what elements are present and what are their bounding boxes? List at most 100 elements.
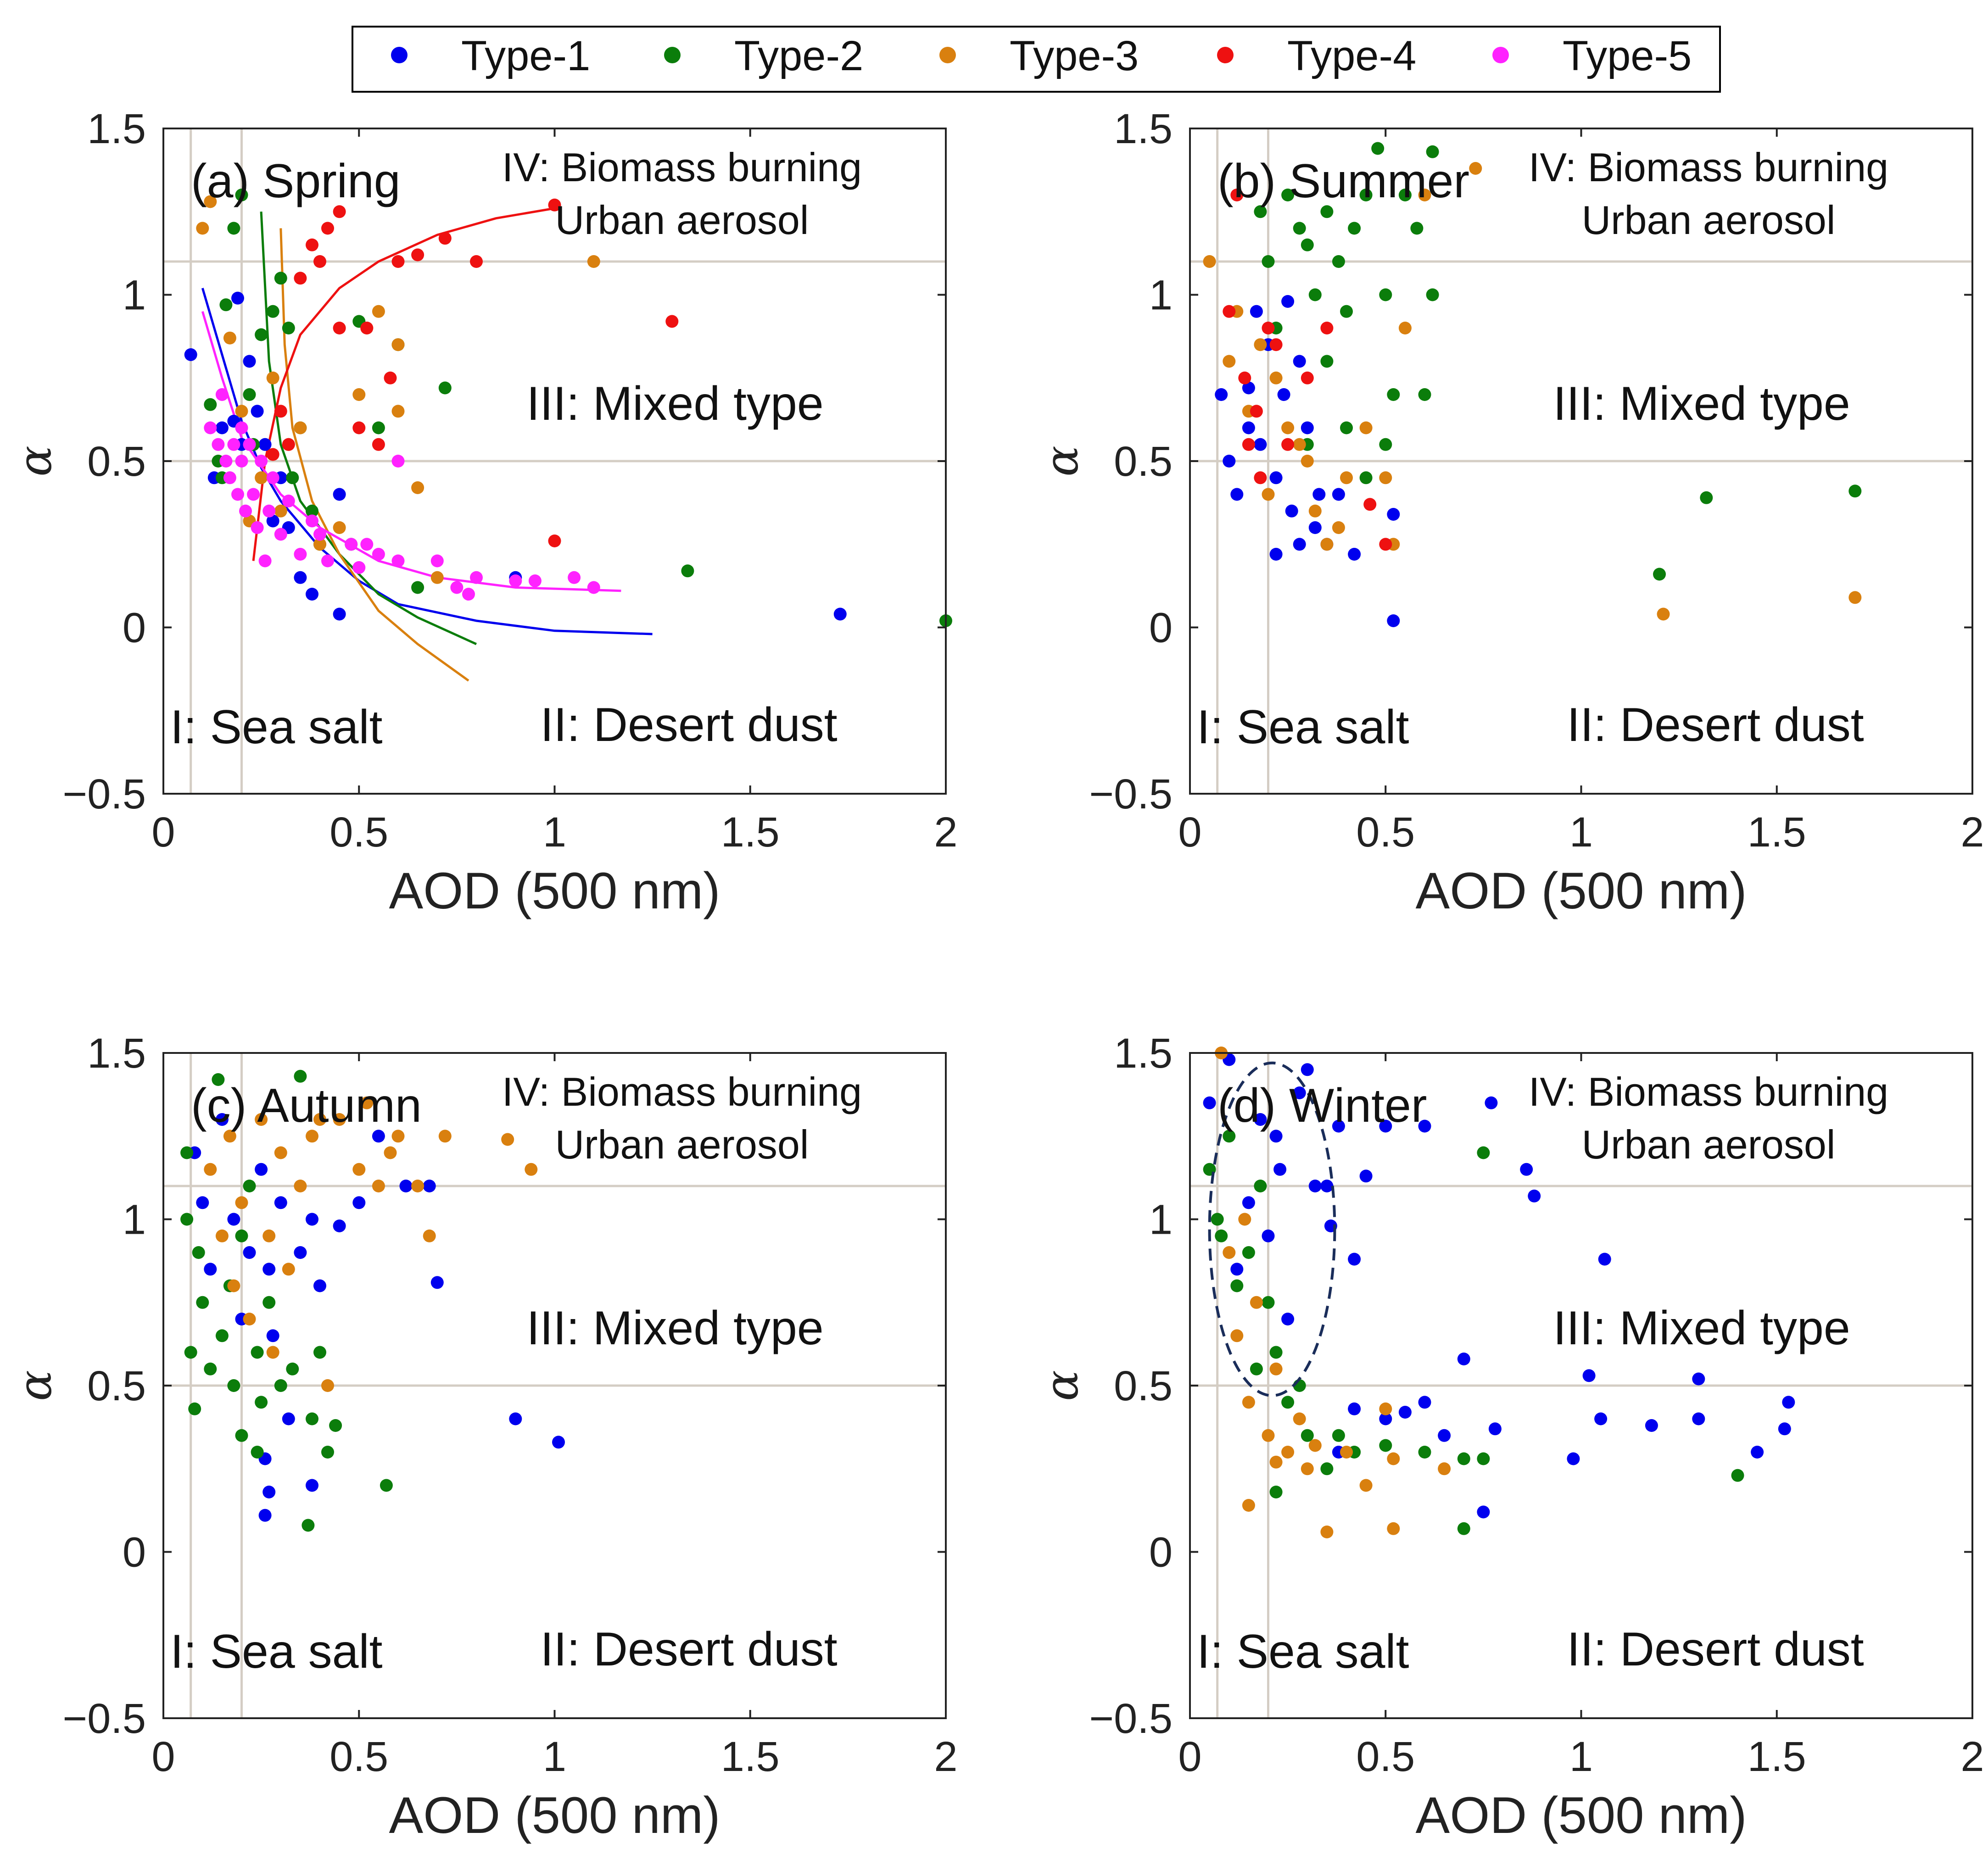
point-type-1 [1308,521,1322,534]
point-type-1 [372,1130,385,1143]
point-type-5 [274,528,287,541]
point-type-1 [333,488,346,501]
point-type-4 [313,255,326,268]
legend-marker-type-5 [1492,47,1509,63]
point-type-3 [1223,355,1236,368]
fit-curve-type-4 [252,207,555,561]
point-type-1 [1751,1446,1764,1459]
point-type-2 [438,381,452,395]
point-type-3 [1203,255,1216,268]
point-type-3 [204,195,217,208]
point-type-2 [1426,288,1439,301]
x-tick-label: 0 [151,809,175,856]
point-type-1 [1418,1119,1431,1133]
point-type-1 [1594,1412,1608,1426]
point-type-1 [1778,1422,1791,1436]
point-type-1 [251,405,264,418]
point-type-3 [255,1113,268,1126]
point-type-4 [360,322,374,334]
point-type-3 [1320,538,1334,551]
point-type-5 [372,548,385,561]
point-type-2 [235,189,248,201]
point-type-1 [1308,1180,1322,1192]
point-type-3 [274,504,287,518]
point-type-2 [681,564,694,578]
point-type-2 [372,421,385,434]
y-tick-label: 1.5 [1114,106,1173,152]
point-type-3 [1359,421,1373,434]
region-i-label: I: Sea salt [170,701,383,754]
point-type-2 [1230,1279,1244,1292]
point-type-1 [1520,1163,1533,1176]
point-type-1 [1332,1119,1345,1133]
legend-label-type-4: Type-4 [1287,33,1416,79]
point-type-2 [380,1479,393,1492]
x-axis-title: AOD (500 nm) [1416,1787,1747,1844]
point-type-5 [255,455,268,468]
point-type-1 [294,571,307,584]
point-type-1 [266,1329,279,1342]
point-type-3 [262,1229,276,1242]
point-type-2 [1477,1452,1490,1465]
point-type-5 [509,574,522,587]
point-type-1 [262,1486,276,1498]
point-type-1 [1418,1396,1431,1409]
point-type-1 [423,1180,436,1192]
point-type-4 [274,405,287,418]
point-type-2 [294,1069,307,1083]
point-type-3 [1242,1396,1255,1409]
point-type-3 [243,1313,256,1325]
point-type-1 [1348,1402,1361,1415]
point-type-1 [266,514,279,528]
point-type-5 [450,581,463,594]
point-type-1 [399,1180,413,1192]
point-type-3 [282,1263,295,1276]
point-type-1 [1528,1189,1541,1203]
point-type-4 [1262,322,1275,334]
point-type-3 [235,405,248,418]
point-type-2 [1457,1522,1470,1535]
point-type-1 [1598,1253,1611,1266]
point-type-2 [1418,388,1431,401]
point-type-2 [1215,1229,1228,1242]
point-type-3 [1359,1479,1373,1492]
legend-label-type-1: Type-1 [461,33,590,79]
point-type-3 [223,1130,236,1143]
point-type-2 [1254,1180,1267,1192]
point-type-3 [1301,455,1314,468]
point-type-3 [227,1279,240,1292]
point-type-2 [262,1296,276,1309]
point-type-4 [1269,338,1283,351]
point-type-3 [384,1146,397,1159]
region-iv-sublabel: Urban aerosol [555,1122,809,1167]
point-type-4 [333,205,346,218]
point-type-5 [462,588,475,601]
point-type-3 [1398,322,1412,334]
region-iii-label: III: Mixed type [526,1302,823,1355]
point-type-2 [1379,438,1392,451]
point-type-1 [833,607,847,621]
point-type-3 [1293,438,1306,451]
point-type-5 [528,574,542,587]
point-type-1 [258,1509,272,1522]
point-type-1 [1488,1422,1502,1436]
point-type-5 [247,488,260,501]
point-type-2 [243,1180,256,1192]
point-type-1 [1293,1086,1306,1099]
y-tick-label: 0.5 [87,1363,146,1409]
point-type-3 [235,1196,248,1209]
point-type-1 [1301,421,1314,434]
point-type-3 [1657,607,1670,621]
point-type-5 [223,471,236,484]
point-type-3 [274,1146,287,1159]
point-type-1 [1438,1429,1451,1442]
point-type-5 [215,388,229,401]
point-type-4 [470,255,483,268]
point-type-1 [1348,548,1361,561]
point-type-1 [552,1436,565,1449]
point-type-1 [313,1279,326,1292]
point-type-2 [1426,145,1439,158]
point-type-4 [321,222,334,235]
